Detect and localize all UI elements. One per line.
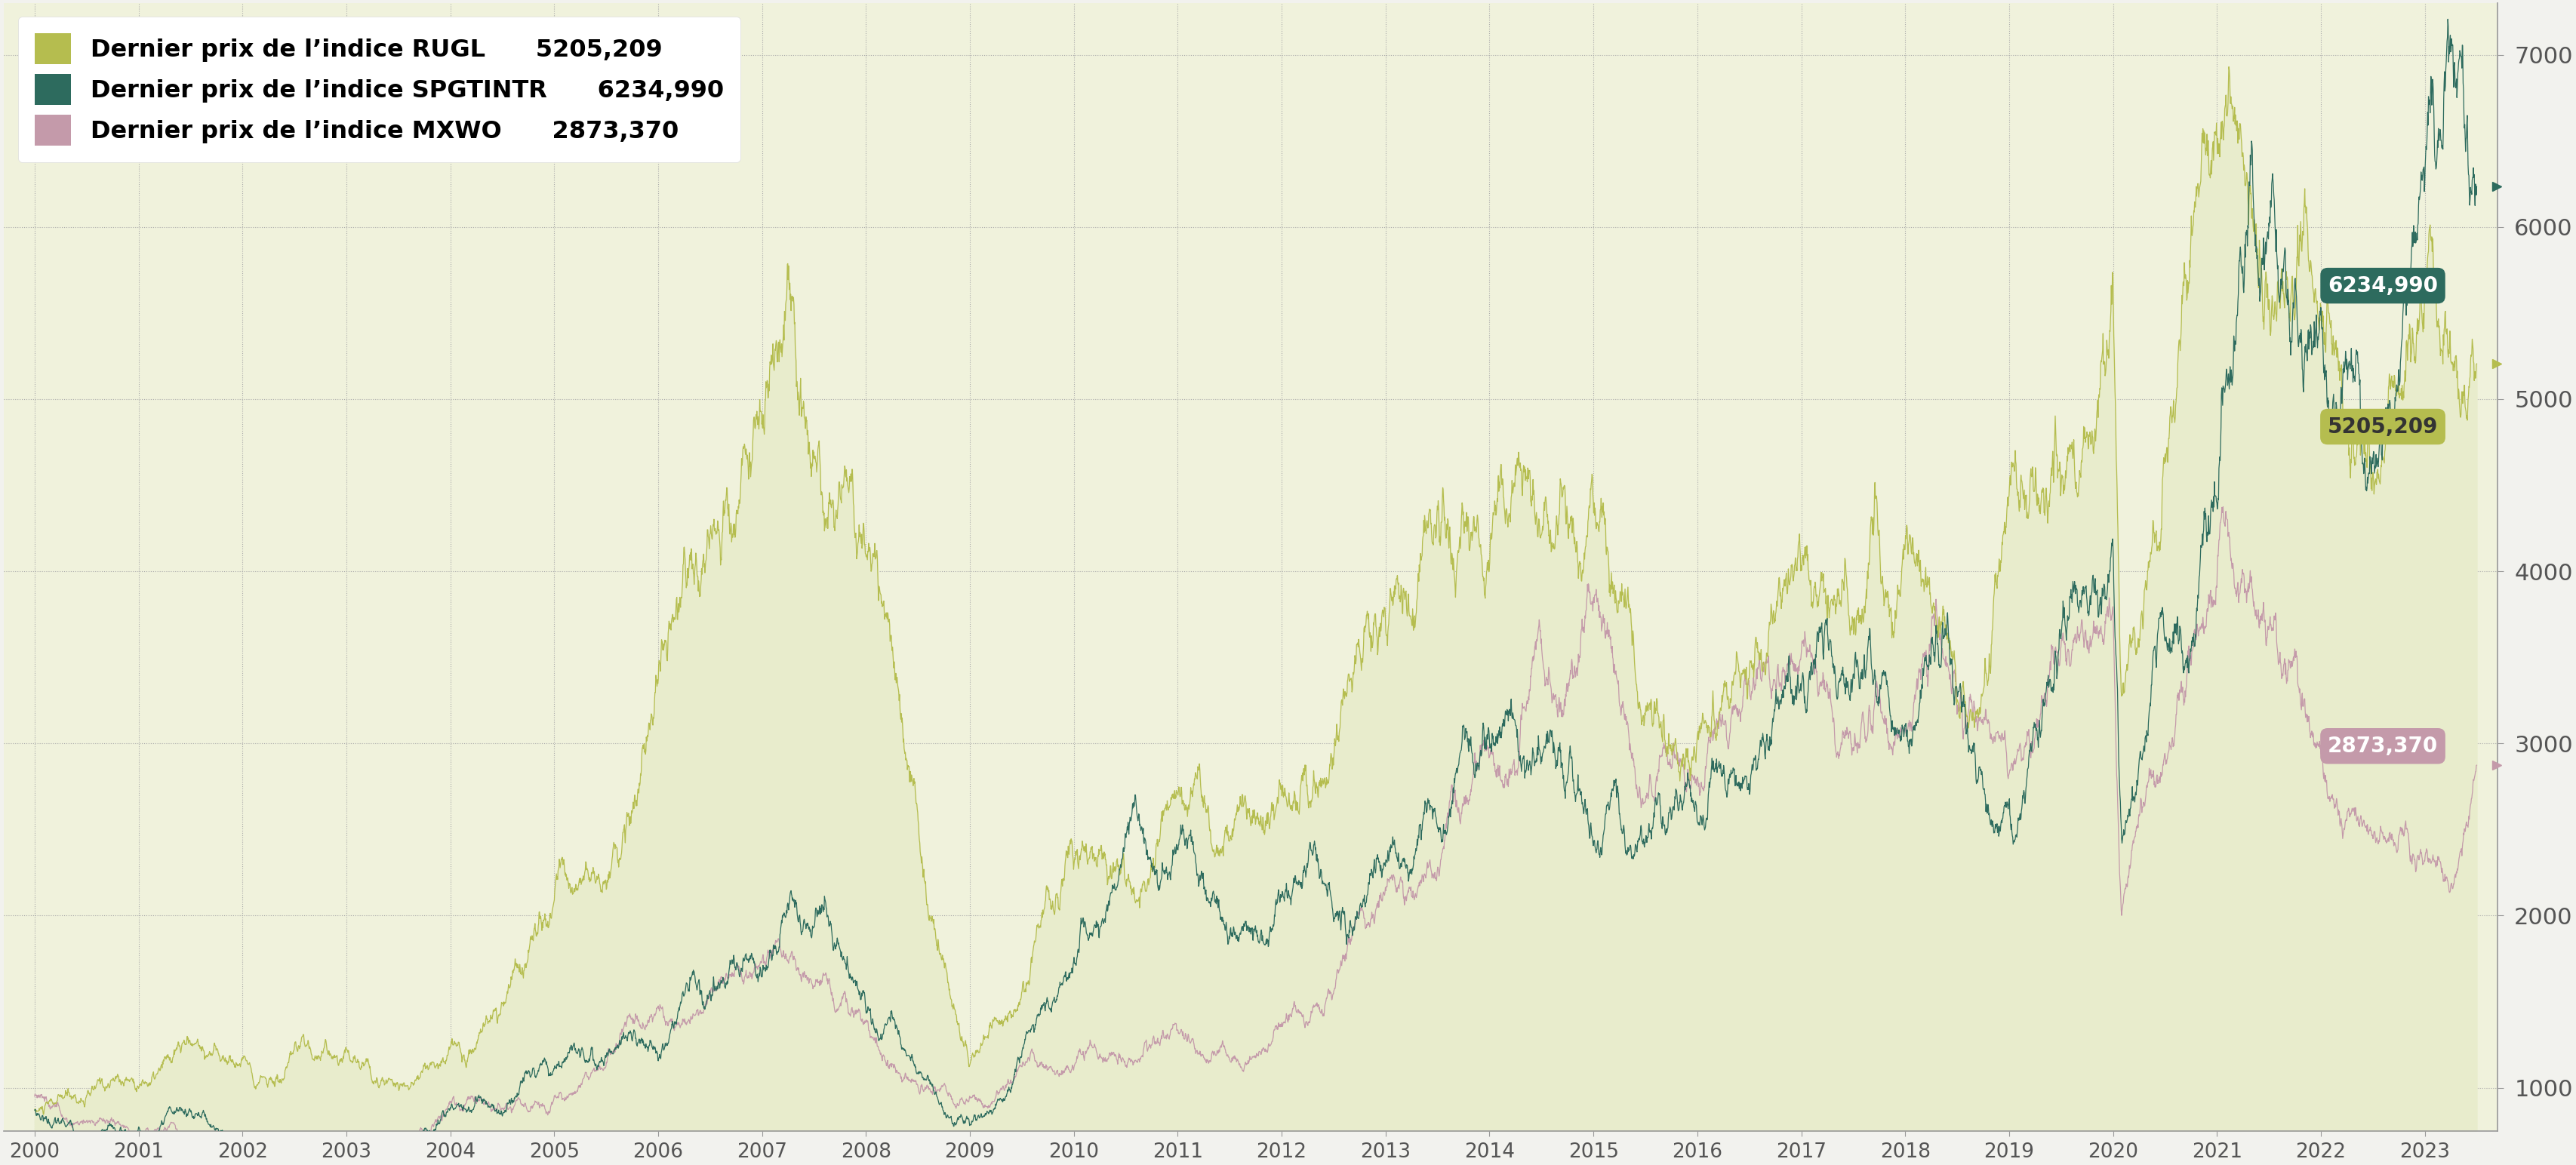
Text: 2873,370: 2873,370 <box>2329 735 2437 756</box>
Text: 5205,209: 5205,209 <box>2329 416 2437 437</box>
Text: 6234,990: 6234,990 <box>2329 275 2437 296</box>
Legend: Dernier prix de l’indice RUGL      5205,209, Dernier prix de l’indice SPGTINTR  : Dernier prix de l’indice RUGL 5205,209, … <box>18 16 739 162</box>
